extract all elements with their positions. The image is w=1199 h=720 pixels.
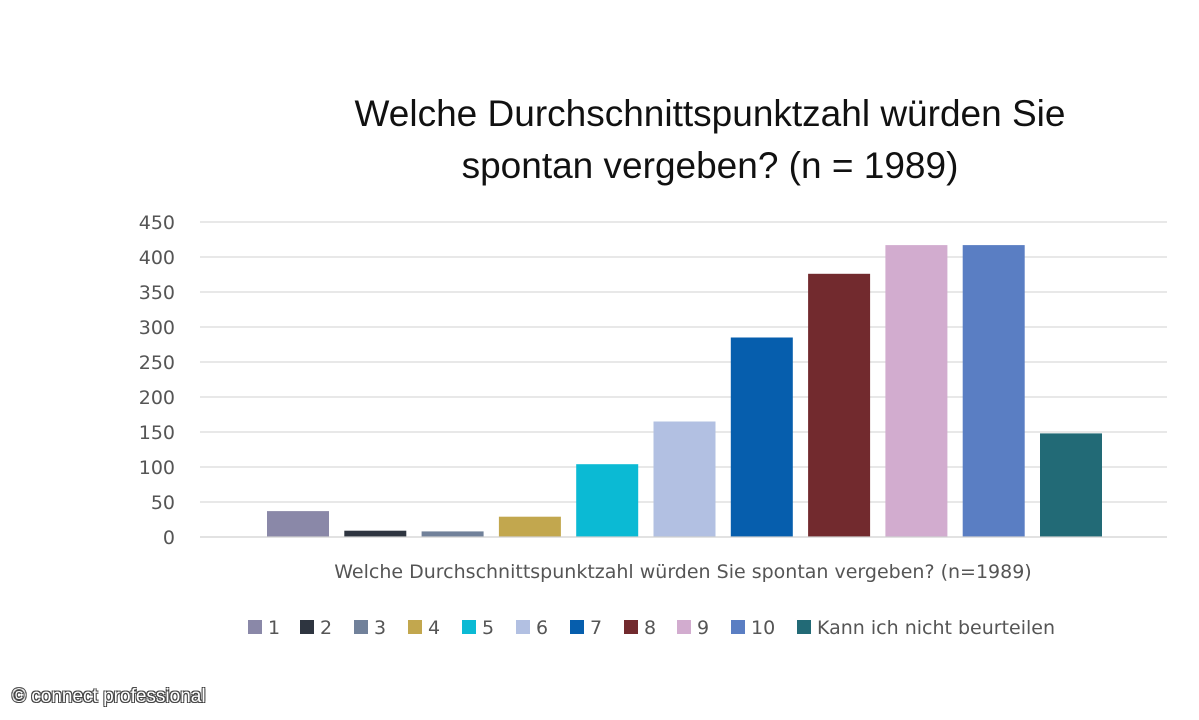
legend-label-6: 6: [536, 617, 548, 639]
legend-swatch-5: [462, 620, 476, 634]
watermark: © connect professional: [12, 686, 206, 707]
chart-title-line-2: spontan vergeben? (n = 1989): [461, 145, 959, 186]
legend-label-8: 8: [644, 617, 656, 639]
bar-2: [344, 530, 407, 537]
legend-swatch-3: [354, 620, 368, 634]
legend-label-5: 5: [482, 617, 494, 639]
bar-9: [885, 245, 948, 537]
chart-title-line-1: Welche Durchschnittspunktzahl würden Sie: [354, 93, 1066, 134]
y-tick-label: 450: [139, 212, 175, 234]
legend-label-1: 1: [268, 617, 280, 639]
y-tick-label: 250: [139, 352, 175, 374]
y-tick-label: 350: [139, 282, 175, 304]
bar-10: [962, 245, 1025, 537]
bar-8: [808, 273, 871, 537]
bar-11: [1040, 433, 1102, 537]
legend-swatch-2: [300, 620, 314, 634]
y-tick-label: 200: [139, 387, 175, 409]
legend-label-2: 2: [320, 617, 332, 639]
y-tick-label: 0: [163, 527, 175, 549]
legend-label-11: Kann ich nicht beurteilen: [817, 617, 1055, 639]
legend-label-3: 3: [374, 617, 386, 639]
y-axis-ticks: 0 50 100 150 200 250 300 350 400 450: [139, 212, 175, 549]
bar-6: [653, 421, 716, 537]
legend-swatch-10: [731, 620, 745, 634]
x-axis-label: Welche Durchschnittspunktzahl würden Sie…: [334, 561, 1031, 583]
legend-swatch-4: [408, 620, 422, 634]
bar-7: [730, 337, 793, 537]
legend-swatch-7: [570, 620, 584, 634]
legend-swatch-11: [797, 620, 811, 634]
chart-title: Welche Durchschnittspunktzahl würden Sie…: [290, 88, 1130, 192]
legend-label-9: 9: [697, 617, 709, 639]
bar-3: [421, 531, 484, 537]
legend-swatch-8: [624, 620, 638, 634]
legend-swatch-1: [248, 620, 262, 634]
legend-swatch-9: [677, 620, 691, 634]
y-tick-label: 150: [139, 422, 175, 444]
bar-5: [576, 464, 639, 537]
bar-1: [267, 511, 329, 537]
legend-label-10: 10: [751, 617, 775, 639]
legend-swatch-6: [516, 620, 530, 634]
legend: 1 2 3 4 5 6 7 8 9 10 Kann ich nicht beurteilen: [248, 617, 1055, 639]
legend-label-4: 4: [428, 617, 440, 639]
bar-4: [498, 516, 561, 537]
y-tick-label: 300: [139, 317, 175, 339]
y-tick-label: 400: [139, 247, 175, 269]
legend-label-7: 7: [590, 617, 602, 639]
bars: [267, 245, 1102, 537]
y-tick-label: 50: [151, 492, 175, 514]
y-tick-label: 100: [139, 457, 175, 479]
